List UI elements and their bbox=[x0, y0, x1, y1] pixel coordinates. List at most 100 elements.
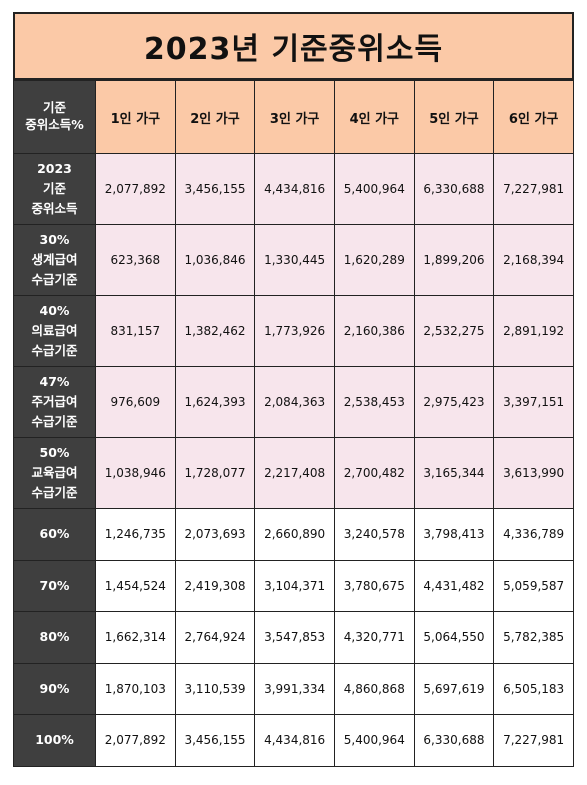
table-cell: 1,624,393 bbox=[174, 366, 256, 438]
row-header-line: 2023 bbox=[37, 161, 72, 176]
row-header-line: 30% bbox=[39, 232, 70, 247]
row-header: 47% 주거급여 수급기준 bbox=[13, 366, 96, 438]
row-header-line: 수급기준 bbox=[31, 414, 78, 429]
column-header: 5인 가구 bbox=[413, 80, 495, 154]
table-cell: 3,456,155 bbox=[174, 714, 256, 767]
column-header: 3인 가구 bbox=[254, 80, 335, 154]
table-cell: 1,728,077 bbox=[174, 437, 256, 509]
table-cell: 3,547,853 bbox=[254, 611, 335, 664]
table-cell: 6,330,688 bbox=[413, 714, 495, 767]
row-header-line: 60% bbox=[39, 526, 70, 542]
row-header-line: 생계급여 bbox=[31, 252, 78, 267]
table-cell: 2,084,363 bbox=[254, 366, 335, 438]
table-row: 80% 1,662,314 2,764,924 3,547,853 4,320,771 5… bbox=[13, 611, 574, 664]
table-cell: 3,991,334 bbox=[254, 662, 335, 715]
table-cell: 2,538,453 bbox=[333, 366, 415, 438]
row-header-line: 기준 bbox=[42, 181, 66, 196]
table-cell: 4,434,816 bbox=[254, 714, 335, 767]
income-table: 기준 중위소득% 1인 가구 2인 가구 3인 가구 4인 가구 5인 가구 6… bbox=[13, 80, 574, 767]
row-header-line: 40% bbox=[39, 303, 70, 318]
table-cell: 1,773,926 bbox=[254, 295, 335, 367]
table-cell: 4,434,816 bbox=[254, 153, 335, 225]
table-cell: 3,780,675 bbox=[333, 559, 415, 612]
column-header: 2인 가구 bbox=[174, 80, 256, 154]
table-cell: 5,697,619 bbox=[413, 662, 495, 715]
table-cell: 623,368 bbox=[95, 224, 176, 296]
corner-label-line: 중위소득% bbox=[25, 117, 84, 132]
page-title: 2023년 기준중위소득 bbox=[13, 12, 574, 80]
table-cell: 2,660,890 bbox=[254, 508, 335, 561]
table-cell: 2,975,423 bbox=[413, 366, 495, 438]
table-cell: 3,613,990 bbox=[493, 437, 574, 509]
row-header: 60% bbox=[13, 508, 96, 561]
row-header: 100% bbox=[13, 714, 96, 767]
table-cell: 2,217,408 bbox=[254, 437, 335, 509]
table-cell: 7,227,981 bbox=[493, 714, 574, 767]
table-cell: 1,038,946 bbox=[95, 437, 176, 509]
table-cell: 5,400,964 bbox=[333, 153, 415, 225]
corner-label-line: 기준 bbox=[42, 100, 66, 116]
column-header: 4인 가구 bbox=[333, 80, 415, 154]
table-cell: 2,168,394 bbox=[493, 224, 574, 296]
row-header-line: 80% bbox=[39, 629, 70, 645]
table-row: 30% 생계급여 수급기준 623,368 1,036,846 1,330,445 1,62… bbox=[13, 224, 574, 296]
table-cell: 3,240,578 bbox=[333, 508, 415, 561]
table-cell: 3,110,539 bbox=[174, 662, 256, 715]
table-cell: 3,798,413 bbox=[413, 508, 495, 561]
column-header: 1인 가구 bbox=[95, 80, 176, 154]
income-table-sheet: 2023년 기준중위소득 기준 중위소득% 1인 가구 2인 가구 3인 가구 … bbox=[13, 12, 574, 767]
table-cell: 1,036,846 bbox=[174, 224, 256, 296]
table-cell: 4,431,482 bbox=[413, 559, 495, 612]
table-cell: 3,165,344 bbox=[413, 437, 495, 509]
table-cell: 7,227,981 bbox=[493, 153, 574, 225]
table-cell: 5,064,550 bbox=[413, 611, 495, 664]
row-header-line: 90% bbox=[39, 680, 70, 696]
row-header-line: 중위소득 bbox=[31, 201, 78, 216]
table-cell: 3,104,371 bbox=[254, 559, 335, 612]
table-cell: 3,397,151 bbox=[493, 366, 574, 438]
table-row: 47% 주거급여 수급기준 976,609 1,624,393 2,084,363 2,53… bbox=[13, 366, 574, 438]
row-header: 70% bbox=[13, 559, 96, 612]
table-cell: 831,157 bbox=[95, 295, 176, 367]
table-cell: 4,336,789 bbox=[493, 508, 574, 561]
table-row: 100% 2,077,892 3,456,155 4,434,816 5,400,964… bbox=[13, 714, 574, 767]
table-cell: 2,077,892 bbox=[95, 153, 176, 225]
table-cell: 1,662,314 bbox=[95, 611, 176, 664]
table-cell: 4,320,771 bbox=[333, 611, 415, 664]
row-header: 90% bbox=[13, 662, 96, 715]
table-header-row: 기준 중위소득% 1인 가구 2인 가구 3인 가구 4인 가구 5인 가구 6… bbox=[13, 80, 574, 154]
row-header-line: 100% bbox=[35, 732, 74, 748]
table-cell: 5,059,587 bbox=[493, 559, 574, 612]
row-header-line: 70% bbox=[39, 577, 70, 593]
table-cell: 3,456,155 bbox=[174, 153, 256, 225]
table-cell: 6,330,688 bbox=[413, 153, 495, 225]
table-cell: 2,764,924 bbox=[174, 611, 256, 664]
table-cell: 4,860,868 bbox=[333, 662, 415, 715]
row-header: 40% 의료급여 수급기준 bbox=[13, 295, 96, 367]
table-cell: 976,609 bbox=[95, 366, 176, 438]
table-cell: 1,454,524 bbox=[95, 559, 176, 612]
row-header: 80% bbox=[13, 611, 96, 664]
table-cell: 1,899,206 bbox=[413, 224, 495, 296]
table-row: 90% 1,870,103 3,110,539 3,991,334 4,860,868 5… bbox=[13, 662, 574, 715]
table-cell: 1,246,735 bbox=[95, 508, 176, 561]
table-row: 50% 교육급여 수급기준 1,038,946 1,728,077 2,217,408 2,… bbox=[13, 437, 574, 509]
row-header-line: 47% bbox=[39, 374, 70, 389]
row-header-line: 50% bbox=[39, 445, 70, 460]
column-header: 6인 가구 bbox=[493, 80, 574, 154]
corner-header: 기준 중위소득% bbox=[13, 80, 96, 154]
row-header-line: 수급기준 bbox=[31, 272, 78, 287]
table-cell: 5,782,385 bbox=[493, 611, 574, 664]
table-cell: 6,505,183 bbox=[493, 662, 574, 715]
row-header-line: 수급기준 bbox=[31, 485, 78, 500]
row-header-line: 교육급여 bbox=[31, 465, 78, 480]
table-cell: 1,620,289 bbox=[333, 224, 415, 296]
table-cell: 5,400,964 bbox=[333, 714, 415, 767]
table-cell: 2,532,275 bbox=[413, 295, 495, 367]
row-header-line: 의료급여 bbox=[31, 323, 78, 338]
table-row: 40% 의료급여 수급기준 831,157 1,382,462 1,773,926 2,16… bbox=[13, 295, 574, 367]
table-cell: 1,382,462 bbox=[174, 295, 256, 367]
